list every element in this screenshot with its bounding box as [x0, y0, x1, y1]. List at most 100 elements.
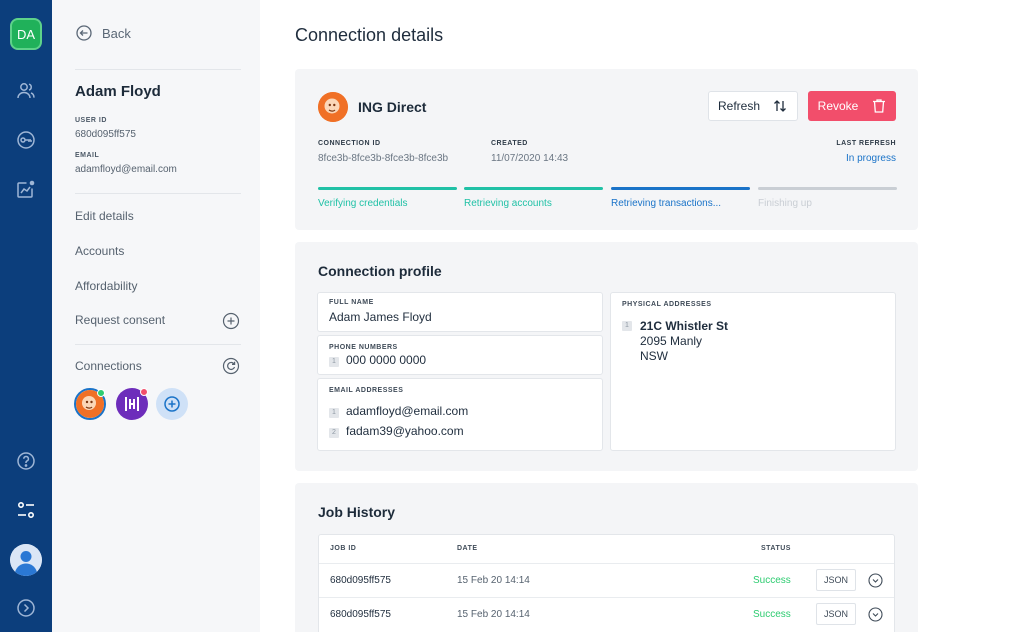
trash-icon — [873, 99, 886, 113]
users-icon[interactable] — [15, 80, 37, 102]
email-value: fadam39@yahoo.com — [346, 424, 464, 438]
sync-arrows-icon — [774, 100, 786, 112]
divider — [75, 344, 241, 345]
physical-addresses-label: PHYSICAL ADDRESSES — [622, 301, 712, 308]
status-cell: Success — [753, 609, 791, 620]
date-cell: 15 Feb 20 14:14 — [457, 609, 530, 620]
job-id-cell: 680d095ff575 — [330, 609, 391, 620]
connection-id-value: 8fce3b-8fce3b-8fce3b-8fce3b — [318, 153, 449, 164]
progress-bar — [318, 187, 457, 190]
email-addresses-field: EMAIL ADDRESSES 1 adamfloyd@email.com 2 fa… — [317, 378, 603, 451]
column-header-status: STATUS — [761, 545, 791, 552]
refresh-button[interactable]: Refresh — [708, 91, 798, 121]
row-divider — [319, 563, 894, 564]
full-name-field: FULL NAME Adam James Floyd — [317, 292, 603, 332]
progress-step-label: Retrieving transactions... — [611, 198, 722, 209]
created-value: 11/07/2020 14:43 — [491, 153, 569, 164]
last-refresh-value: In progress — [845, 153, 896, 164]
menu-request-consent[interactable]: Request consent — [75, 313, 166, 327]
email-item: 2 fadam39@yahoo.com — [329, 424, 464, 438]
phone-label: PHONE NUMBERS — [329, 344, 398, 351]
progress-step-label: Verifying credentials — [318, 198, 408, 209]
address-line-street: 21C Whistler St — [640, 319, 729, 333]
refresh-label: Refresh — [717, 99, 761, 113]
last-refresh-label: LAST REFRESH — [836, 140, 896, 147]
created-label: CREATED — [491, 140, 528, 147]
email-label: EMAIL — [75, 152, 100, 159]
progress-bar — [758, 187, 897, 190]
job-history-card: Job History JOB ID DATE STATUS 680d095ff… — [295, 483, 918, 632]
help-icon[interactable] — [15, 450, 37, 472]
revoke-button[interactable]: Revoke — [808, 91, 896, 121]
date-cell: 15 Feb 20 14:14 — [457, 575, 530, 586]
add-consent-icon[interactable] — [222, 312, 240, 330]
menu-edit-details[interactable]: Edit details — [75, 209, 134, 223]
job-history-table: JOB ID DATE STATUS 680d095ff575 15 Feb 2… — [318, 534, 895, 632]
connection-bank-avatar[interactable] — [116, 388, 148, 420]
bank-name: ING Direct — [358, 99, 427, 115]
progress-step-label: Retrieving accounts — [464, 198, 552, 209]
progress-step-accounts: Retrieving accounts — [464, 187, 603, 209]
profile-avatar[interactable] — [10, 544, 42, 576]
progress-step-finishing: Finishing up — [758, 187, 897, 209]
physical-addresses-field: PHYSICAL ADDRESSES 1 21C Whistler St 209… — [610, 292, 896, 451]
back-label: Back — [102, 25, 131, 41]
phone-item: 1 000 0000 0000 — [329, 353, 426, 367]
json-button[interactable]: JSON — [816, 603, 856, 625]
back-arrow-icon — [76, 25, 92, 41]
email-value: adamfloyd@email.com — [75, 164, 177, 175]
user-id-value: 680d095ff575 — [75, 129, 136, 140]
index-badge: 2 — [329, 428, 339, 438]
key-icon[interactable] — [15, 129, 37, 151]
menu-affordability[interactable]: Affordability — [75, 279, 138, 293]
connection-id-label: CONNECTION ID — [318, 140, 381, 147]
phone-value: 000 0000 0000 — [346, 353, 427, 367]
json-button[interactable]: JSON — [816, 569, 856, 591]
revoke-label: Revoke — [817, 99, 859, 113]
job-id-cell: 680d095ff575 — [330, 575, 391, 586]
job-history-title: Job History — [318, 504, 396, 520]
progress-step-verifying: Verifying credentials — [318, 187, 457, 209]
analytics-icon[interactable] — [15, 178, 37, 200]
add-connection-button[interactable] — [156, 388, 188, 420]
row-divider — [319, 597, 894, 598]
email-item: 1 adamfloyd@email.com — [329, 404, 468, 418]
connection-ing-avatar[interactable] — [74, 388, 106, 420]
progress-step-transactions: Retrieving transactions... — [611, 187, 750, 209]
phone-field: PHONE NUMBERS 1 000 0000 0000 — [317, 335, 603, 375]
progress-bar — [464, 187, 603, 190]
progress-step-label: Finishing up — [758, 198, 812, 209]
connections-label: Connections — [75, 359, 142, 373]
progress-bar — [611, 187, 750, 190]
user-id-label: USER ID — [75, 117, 107, 124]
connection-profile-card: Connection profile FULL NAME Adam James … — [295, 242, 918, 471]
divider — [75, 193, 241, 194]
expand-icon[interactable] — [15, 597, 37, 619]
index-badge: 1 — [329, 408, 339, 418]
menu-accounts[interactable]: Accounts — [75, 244, 125, 258]
chevron-down-icon[interactable] — [868, 573, 883, 588]
full-name-value: Adam James Floyd — [329, 310, 432, 324]
user-name: Adam Floyd — [75, 83, 161, 100]
page-title: Connection details — [295, 25, 444, 45]
app-rail: DA — [0, 0, 52, 632]
divider — [75, 69, 241, 70]
email-value: adamfloyd@email.com — [346, 404, 469, 418]
status-cell: Success — [753, 575, 791, 586]
workspace-logo[interactable]: DA — [10, 18, 42, 50]
full-name-label: FULL NAME — [329, 299, 374, 306]
address-line-state: NSW — [640, 349, 668, 363]
column-header-date: DATE — [457, 545, 478, 552]
index-badge: 1 — [622, 321, 632, 331]
connection-card: ING Direct Refresh Revoke CONNECTION ID … — [295, 69, 918, 230]
refresh-connections-icon[interactable] — [222, 357, 240, 375]
index-badge: 1 — [329, 357, 339, 367]
address-line-suburb: 2095 Manly — [640, 334, 703, 348]
back-button[interactable]: Back — [76, 25, 131, 41]
chevron-down-icon[interactable] — [868, 607, 883, 622]
settings-icon[interactable] — [15, 499, 37, 521]
email-addresses-label: EMAIL ADDRESSES — [329, 387, 404, 394]
profile-title: Connection profile — [318, 263, 442, 279]
column-header-job-id: JOB ID — [330, 545, 357, 552]
user-panel: Back Adam Floyd USER ID 680d095ff575 EMA… — [52, 0, 260, 632]
